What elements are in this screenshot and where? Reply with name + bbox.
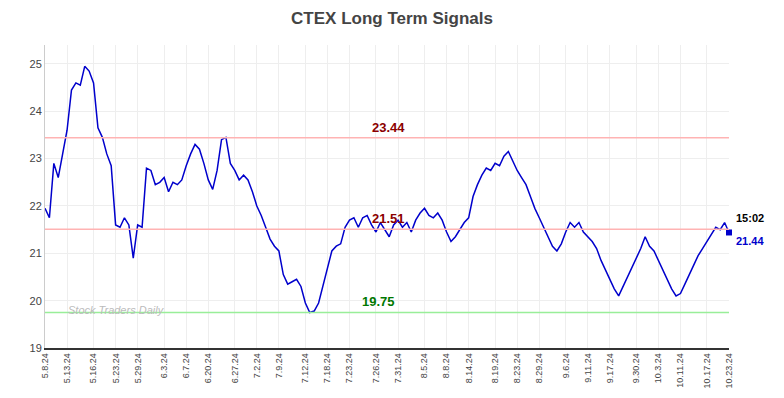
svg-text:23.44: 23.44	[372, 120, 405, 135]
svg-text:7.12.24: 7.12.24	[300, 353, 310, 383]
svg-text:9.6.24: 9.6.24	[561, 353, 571, 378]
svg-text:22: 22	[30, 200, 42, 212]
svg-text:25: 25	[30, 58, 42, 70]
svg-text:21: 21	[30, 247, 42, 259]
svg-text:8.14.24: 8.14.24	[464, 353, 474, 383]
svg-text:8.8.24: 8.8.24	[441, 353, 451, 378]
svg-text:9.30.24: 9.30.24	[631, 353, 641, 383]
svg-text:10.3.24: 10.3.24	[653, 353, 663, 383]
svg-text:10.23.24: 10.23.24	[724, 353, 734, 388]
svg-text:15:02: 15:02	[736, 212, 764, 224]
svg-text:20: 20	[30, 295, 42, 307]
svg-text:8.5.24: 8.5.24	[419, 353, 429, 378]
svg-text:21.44: 21.44	[736, 235, 764, 247]
svg-text:8.23.24: 8.23.24	[512, 353, 522, 383]
svg-text:10.11.24: 10.11.24	[675, 353, 685, 387]
svg-text:21.51: 21.51	[372, 211, 405, 226]
svg-text:Stock Traders Daily: Stock Traders Daily	[68, 304, 165, 316]
svg-text:5.29.24: 5.29.24	[133, 353, 143, 383]
svg-text:CTEX Long Term Signals: CTEX Long Term Signals	[291, 9, 493, 28]
svg-text:7.23.24: 7.23.24	[344, 353, 354, 383]
svg-text:6.3.24: 6.3.24	[159, 353, 169, 378]
svg-text:23: 23	[30, 152, 42, 164]
svg-text:8.29.24: 8.29.24	[534, 353, 544, 383]
svg-text:7.26.24: 7.26.24	[371, 353, 381, 383]
svg-text:7.9.24: 7.9.24	[274, 353, 284, 378]
svg-text:6.27.24: 6.27.24	[230, 353, 240, 383]
svg-text:8.19.24: 8.19.24	[490, 353, 500, 383]
svg-text:9.11.24: 9.11.24	[583, 353, 593, 382]
svg-text:5.13.24: 5.13.24	[62, 353, 72, 383]
svg-text:19.75: 19.75	[362, 294, 395, 309]
svg-text:10.17.24: 10.17.24	[702, 353, 712, 388]
svg-text:7.31.24: 7.31.24	[393, 353, 403, 383]
svg-text:5.8.24: 5.8.24	[40, 353, 50, 378]
svg-text:7.2.24: 7.2.24	[252, 353, 262, 378]
svg-text:24: 24	[30, 105, 42, 117]
svg-text:5.23.24: 5.23.24	[111, 353, 121, 383]
svg-text:6.7.24: 6.7.24	[181, 353, 191, 378]
svg-text:6.20.24: 6.20.24	[203, 353, 213, 383]
svg-text:9.17.24: 9.17.24	[605, 353, 615, 383]
svg-text:5.16.24: 5.16.24	[88, 353, 98, 383]
svg-text:19: 19	[30, 342, 42, 354]
svg-text:7.18.24: 7.18.24	[322, 353, 332, 383]
